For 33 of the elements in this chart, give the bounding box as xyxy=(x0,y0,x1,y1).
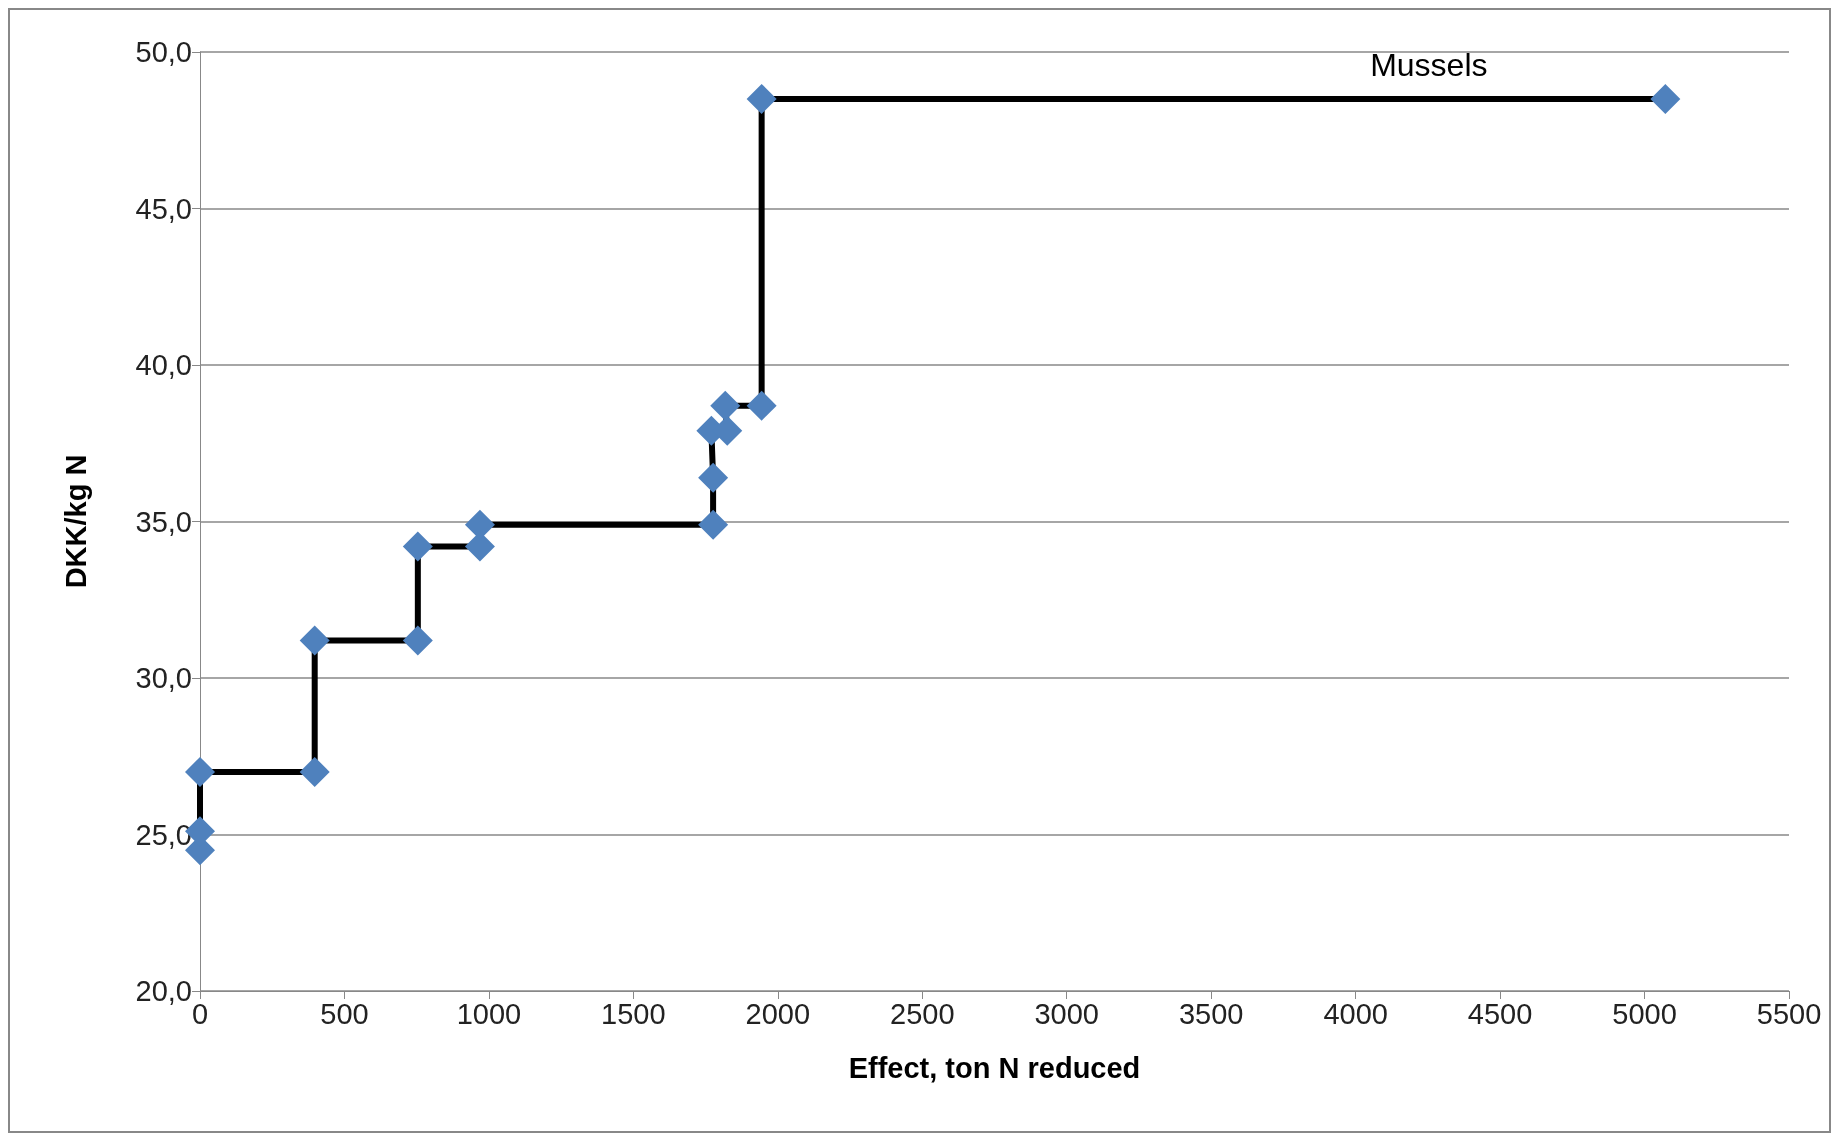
point xyxy=(710,390,741,421)
x-tick-label: 0 xyxy=(191,997,209,1030)
point xyxy=(746,83,777,114)
x-tick-label: 4000 xyxy=(1323,997,1388,1030)
y-tick-label: 50,0 xyxy=(135,36,192,68)
y-tick-label: 30,0 xyxy=(135,662,192,694)
point xyxy=(185,756,215,787)
x-tick-label: 3000 xyxy=(1034,997,1099,1030)
x-tick-label: 2500 xyxy=(890,997,955,1030)
y-tick-label: 25,0 xyxy=(135,818,192,851)
x-tick-label: 5000 xyxy=(1612,997,1677,1030)
y-axis-title: DKK/kg N xyxy=(59,454,92,589)
point xyxy=(402,625,433,656)
y-tick-label: 40,0 xyxy=(135,349,192,381)
point xyxy=(698,509,729,540)
x-tick-label: 2000 xyxy=(745,997,811,1030)
x-tick-label: 500 xyxy=(320,997,369,1030)
y-tick-label: 45,0 xyxy=(135,192,192,225)
x-tick-label: 3500 xyxy=(1178,997,1244,1030)
point xyxy=(299,625,330,656)
point xyxy=(1650,83,1681,114)
point xyxy=(299,756,330,787)
y-tick-label: 35,0 xyxy=(135,505,192,538)
annotation: Mussels xyxy=(1370,47,1488,83)
point xyxy=(402,531,433,562)
x-tick-label: 5500 xyxy=(1756,997,1822,1030)
point xyxy=(746,390,777,421)
x-tick-label: 4500 xyxy=(1467,997,1533,1030)
x-axis-title: Effect, ton N reduced xyxy=(848,1051,1141,1084)
y-tick-label: 20,0 xyxy=(135,975,192,1007)
x-tick-label: 1000 xyxy=(456,997,522,1030)
x-tick-label: 1500 xyxy=(601,997,666,1030)
point xyxy=(698,462,729,493)
